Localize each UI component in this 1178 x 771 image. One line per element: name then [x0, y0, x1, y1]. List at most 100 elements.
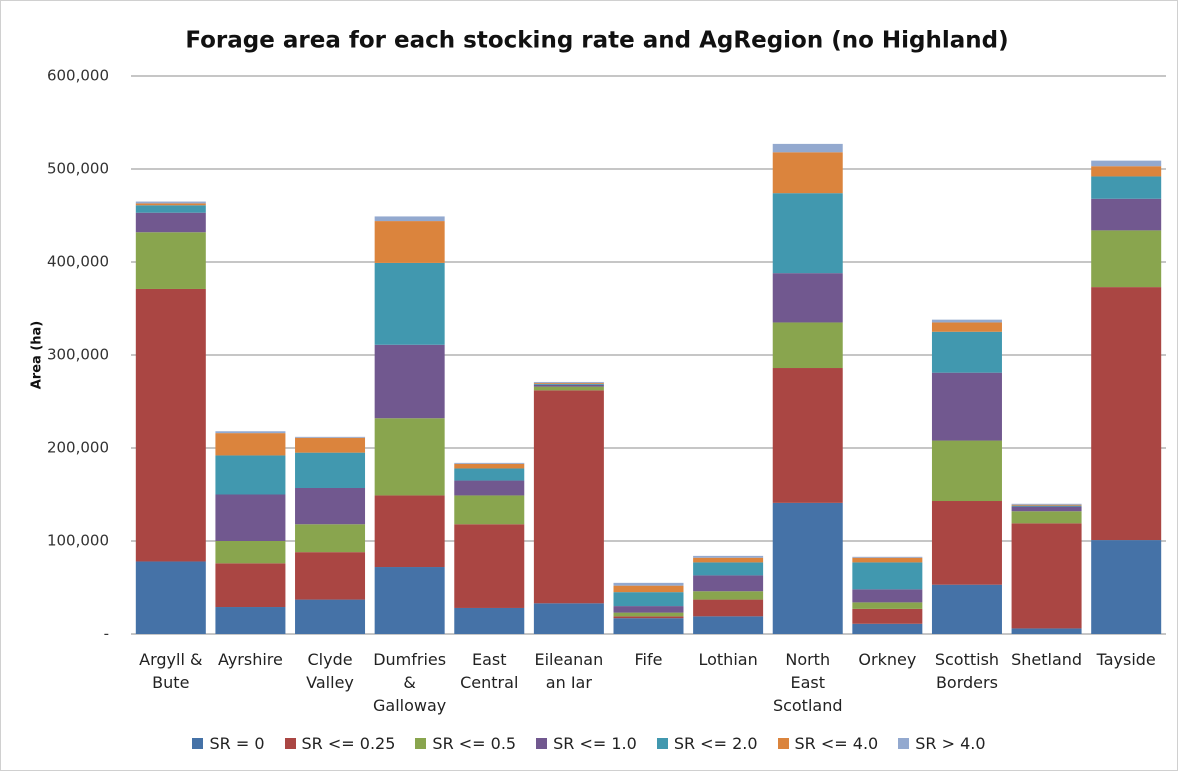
- bar-segment: [772, 193, 843, 274]
- x-tick-label: Dumfries & Galloway: [373, 650, 447, 715]
- bar-segment: [693, 599, 764, 617]
- bar-segment: [215, 431, 286, 434]
- legend-item: SR = 0: [192, 734, 265, 753]
- y-axis-label: Area (ha): [30, 321, 45, 390]
- bar-segment: [215, 563, 286, 608]
- legend-label: SR = 0: [209, 734, 265, 753]
- bar-segment: [374, 495, 445, 568]
- bar-segment: [931, 331, 1002, 373]
- legend-label: SR <= 1.0: [553, 734, 637, 753]
- x-tick-label: Scottish Borders: [934, 650, 1000, 692]
- bar-segment: [931, 372, 1002, 441]
- bar-segment: [215, 433, 286, 456]
- bar-segment: [772, 502, 843, 634]
- bar-segment: [1091, 166, 1162, 177]
- bar-segment: [1011, 523, 1082, 629]
- bar-segment: [533, 384, 604, 387]
- bar-segment: [454, 524, 525, 608]
- bar-segment: [772, 143, 843, 153]
- bar-segment: [693, 557, 764, 563]
- legend-swatch: [415, 738, 427, 749]
- bar-segment: [931, 501, 1002, 585]
- bar-segment: [1091, 198, 1162, 231]
- y-tick-label: 400,000: [47, 253, 109, 271]
- bar-segment: [693, 555, 764, 558]
- bar-segment: [135, 288, 206, 562]
- bar-segment: [374, 262, 445, 345]
- bar-segment: [613, 612, 684, 617]
- bar-segment: [852, 562, 923, 590]
- bar-segment: [1011, 511, 1082, 524]
- bar-segment: [533, 382, 604, 384]
- bar-segment: [1011, 506, 1082, 512]
- bar-segment: [1011, 503, 1082, 505]
- bar-segment: [135, 561, 206, 634]
- legend-swatch: [898, 738, 910, 749]
- y-tick-label: -: [104, 625, 109, 643]
- x-tick-label: Eileanan an Iar: [534, 650, 604, 692]
- bar-segment: [693, 616, 764, 634]
- bar-segment: [374, 221, 445, 263]
- bar-segment: [1091, 287, 1162, 541]
- bar-segment: [533, 390, 604, 604]
- bar-segment: [613, 592, 684, 607]
- x-tick-label: Orkney: [858, 650, 917, 669]
- bar-segment: [454, 468, 525, 481]
- bar-segment: [533, 386, 604, 391]
- bar-segment: [135, 212, 206, 233]
- bar-segment: [852, 589, 923, 603]
- bar-segment: [295, 452, 366, 488]
- x-tick-label: Argyll & Bute: [139, 650, 203, 692]
- bar-segment: [1011, 505, 1082, 507]
- bar-segment: [693, 591, 764, 600]
- legend-label: SR <= 0.5: [432, 734, 517, 753]
- bar-segment: [374, 344, 445, 419]
- chart-title: Forage area for each stocking rate and A…: [185, 28, 1008, 54]
- bar-segment: [454, 607, 525, 634]
- bar-segment: [135, 205, 206, 213]
- bar-segment: [295, 599, 366, 634]
- y-tick-label: 600,000: [47, 67, 109, 85]
- bar-segment: [852, 557, 923, 563]
- bar-segment: [772, 273, 843, 323]
- legend-item: SR <= 0.25: [284, 734, 396, 753]
- legend-item: SR <= 4.0: [777, 734, 878, 753]
- bar-segment: [613, 582, 684, 586]
- bar-segment: [533, 603, 604, 634]
- legend-swatch: [536, 738, 548, 749]
- bar-segment: [215, 455, 286, 495]
- bar-segment: [135, 201, 206, 204]
- bar-segment: [931, 319, 1002, 323]
- bar-segment: [533, 381, 604, 383]
- legend-label: SR <= 0.25: [301, 734, 396, 753]
- bar-segment: [533, 383, 604, 385]
- y-tick-label: 100,000: [47, 532, 109, 550]
- bar-segment: [1091, 176, 1162, 199]
- x-tick-label: Lothian: [698, 650, 758, 669]
- legend-swatch: [192, 738, 204, 749]
- bar-segment: [215, 494, 286, 541]
- x-tick-label: Clyde Valley: [306, 650, 354, 692]
- bar-segment: [693, 575, 764, 592]
- bar-segment: [852, 602, 923, 609]
- bar-segment: [295, 552, 366, 600]
- bar-segment: [931, 440, 1002, 502]
- bar-segment: [1011, 504, 1082, 506]
- bar-segment: [1011, 628, 1082, 634]
- bar-segment: [613, 618, 684, 634]
- bar-segment: [772, 152, 843, 194]
- y-tick-label: 200,000: [47, 439, 109, 457]
- bar-segment: [693, 562, 764, 576]
- legend-swatch: [284, 738, 296, 749]
- legend-swatch: [656, 738, 668, 749]
- legend: SR = 0 SR <= 0.25 SR <= 0.5 SR <= 1.0 SR <= …: [1, 734, 1177, 753]
- bar-segment: [215, 607, 286, 634]
- bar-segment: [454, 463, 525, 469]
- bar-segment: [852, 556, 923, 558]
- bar-segment: [295, 524, 366, 553]
- bar-segment: [135, 232, 206, 289]
- legend-label: SR <= 2.0: [673, 734, 758, 753]
- bar-segment: [1091, 230, 1162, 288]
